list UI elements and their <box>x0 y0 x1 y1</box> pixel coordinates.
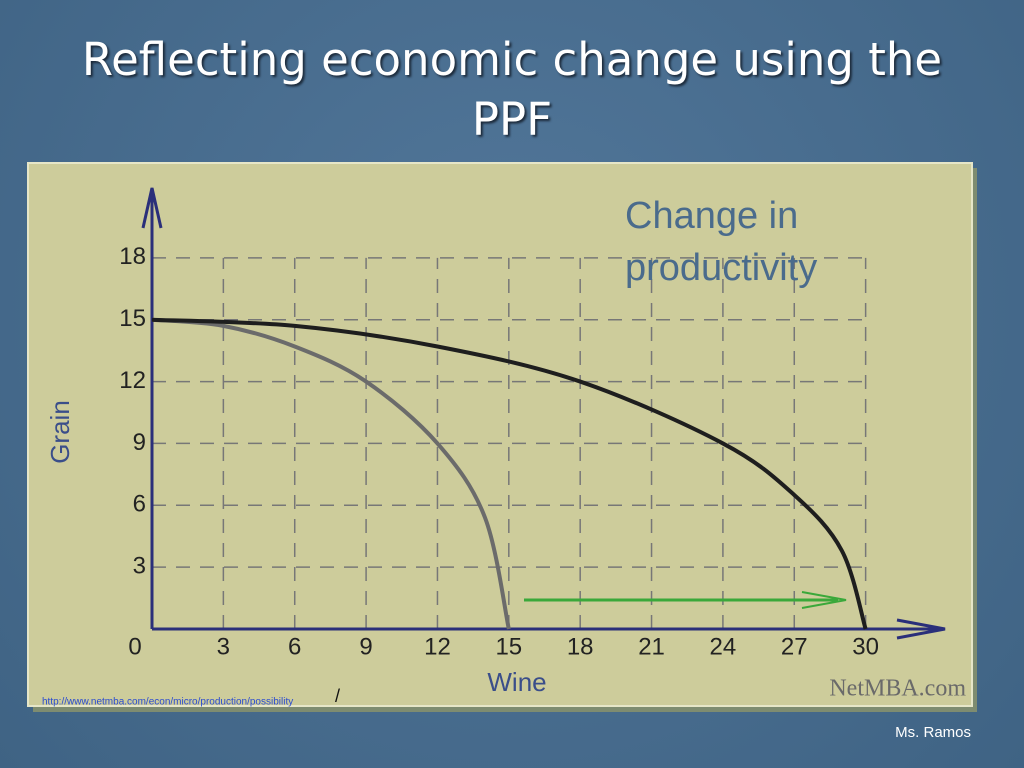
y-tick-label: 12 <box>119 367 146 394</box>
x-tick-label: 24 <box>710 633 737 660</box>
x-tick-label: 27 <box>781 633 808 660</box>
author: Ms. Ramos <box>895 724 971 741</box>
y-axis-arrow <box>141 187 163 229</box>
x-axis-label: Wine <box>487 667 546 697</box>
axes <box>141 187 946 640</box>
source-url-end: / <box>335 686 340 706</box>
y-tick-label: 3 <box>133 552 146 579</box>
x-tick-label: 12 <box>424 633 451 660</box>
x-tick-label: 18 <box>567 633 594 660</box>
grid <box>152 257 867 629</box>
shift-arrow-head <box>801 591 847 609</box>
y-axis-label: Grain <box>45 400 75 464</box>
annotation: Change in productivity <box>625 195 818 289</box>
x-tick-label: 9 <box>359 633 372 660</box>
source-url: http://www.netmba.com/econ/micro/product… <box>42 697 293 708</box>
y-tick-label: 18 <box>119 243 146 270</box>
x-tick-label: 6 <box>288 633 301 660</box>
x-axis-arrow <box>896 618 946 640</box>
ppf-curve <box>151 317 868 630</box>
origin-label: 0 <box>128 633 141 660</box>
x-tick-label: 30 <box>852 633 879 660</box>
x-tick-label: 15 <box>495 633 522 660</box>
x-tick-label: 21 <box>638 633 665 660</box>
y-tick-label: 6 <box>133 491 146 518</box>
y-tick-label: 9 <box>133 429 146 456</box>
ppf-curve <box>151 317 511 630</box>
slide-title: Reflecting economic change using the PPF <box>81 33 943 146</box>
chart-panel <box>27 162 973 707</box>
y-tick-label: 15 <box>119 305 146 332</box>
x-tick-label: 3 <box>217 633 230 660</box>
watermark: NetMBA.com <box>829 676 966 702</box>
